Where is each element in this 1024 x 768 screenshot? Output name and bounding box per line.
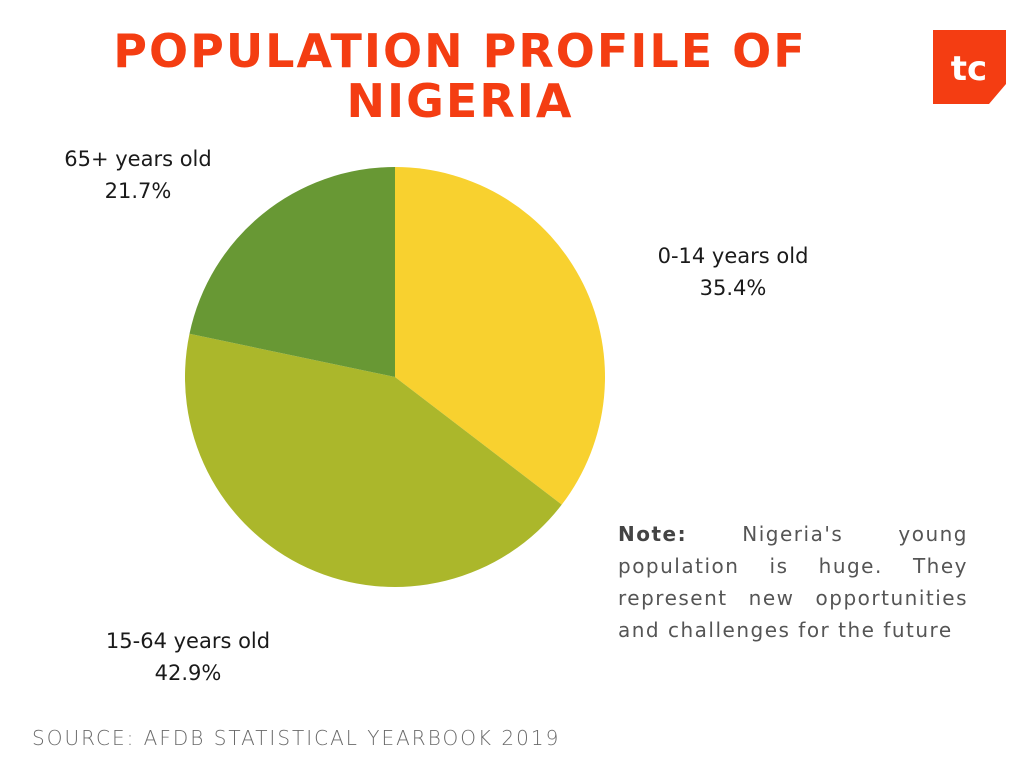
pie-slice-15-64-years-old — [185, 333, 562, 587]
label-15-64-name: 15-64 years old — [105, 629, 271, 653]
label-65-plus-name: 65+ years old — [64, 147, 212, 171]
chart-title: POPULATION PROFILE OF NIGERIA — [113, 24, 807, 128]
note-label: Note: — [618, 522, 688, 546]
brand-logo: tc — [933, 30, 1006, 104]
logo-text: tc — [951, 49, 987, 89]
label-65-plus-value: 21.7% — [104, 179, 172, 203]
label-0-14-name: 0-14 years old — [657, 244, 809, 268]
pie-slice-65-years-old — [189, 167, 395, 377]
label-0-14: 0-14 years old 35.4% — [633, 240, 833, 304]
note-body: Nigeria's young population is huge. They… — [618, 522, 969, 642]
source-caption: SOURCE: AFDB STATISTICAL YEARBOOK 2019 — [32, 726, 561, 750]
note-text: Note: Nigeria's young population is huge… — [618, 518, 968, 646]
label-0-14-value: 35.4% — [699, 276, 767, 300]
label-65-plus: 65+ years old 21.7% — [48, 143, 228, 207]
label-15-64: 15-64 years old 42.9% — [88, 625, 288, 689]
pie-slice-0-14-years-old — [395, 167, 605, 505]
label-15-64-value: 42.9% — [154, 661, 222, 685]
